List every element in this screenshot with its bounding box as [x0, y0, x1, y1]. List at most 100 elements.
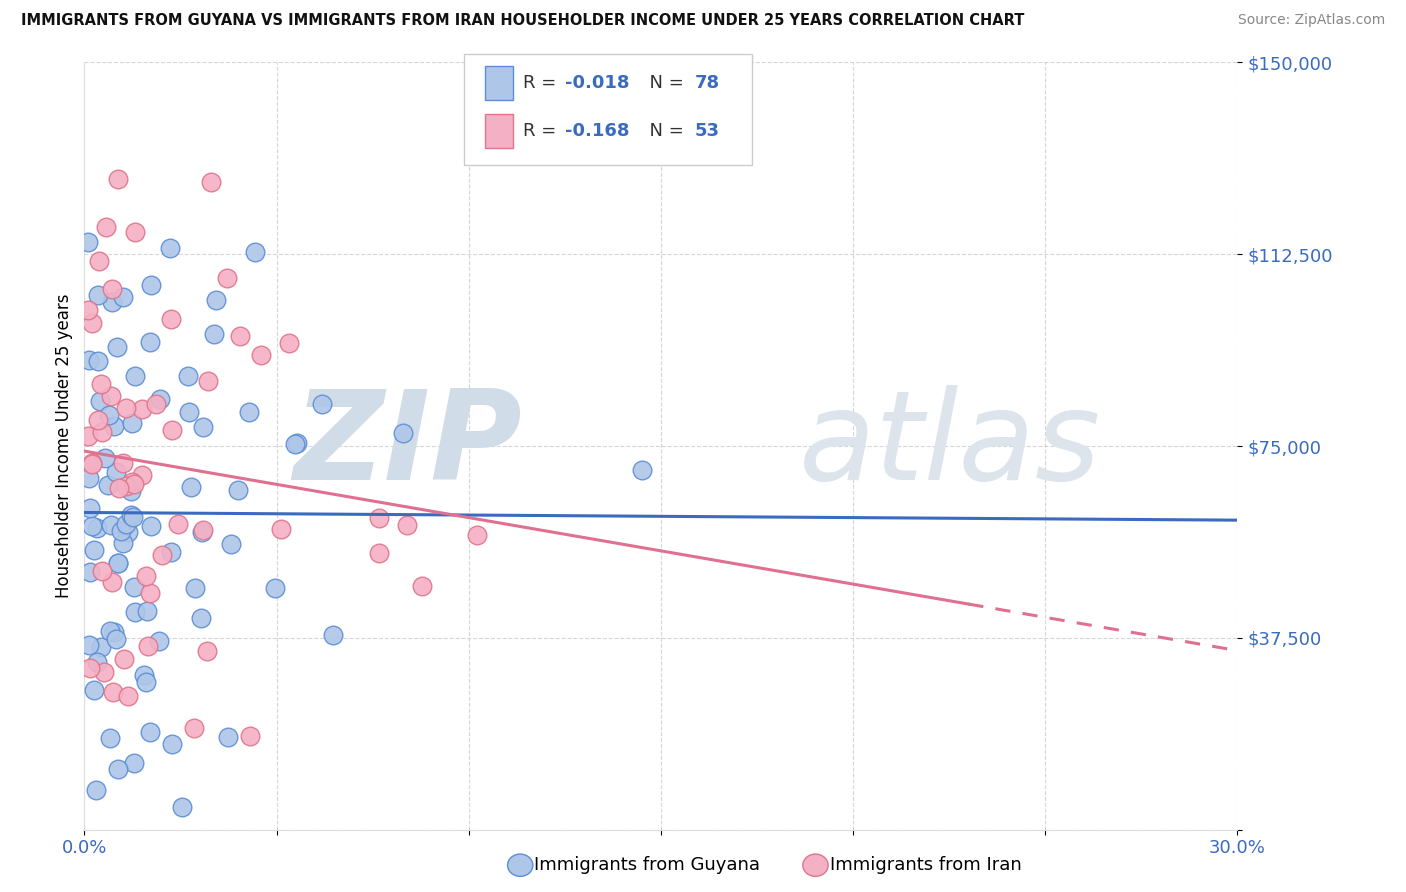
Point [122, 756, 145, 770]
Point [465, 528, 488, 542]
Point [160, 545, 183, 559]
Point [77, 428, 100, 442]
Point [121, 475, 143, 489]
Point [285, 435, 308, 450]
Text: Immigrants from Guyana: Immigrants from Guyana [534, 856, 761, 874]
Text: R =: R = [523, 122, 562, 140]
Point [191, 420, 214, 434]
Point [121, 509, 143, 524]
Point [150, 549, 173, 563]
Point [103, 419, 125, 434]
Point [107, 171, 129, 186]
Point [124, 226, 146, 240]
Point [98, 408, 121, 422]
Point [219, 537, 242, 551]
Text: atlas: atlas [799, 385, 1101, 507]
Point [160, 737, 183, 751]
Point [101, 294, 124, 309]
Point [107, 556, 129, 570]
Point [79, 501, 101, 516]
Point [167, 516, 190, 531]
Point [177, 369, 200, 384]
Point [392, 426, 415, 441]
Point [112, 290, 135, 304]
Point [139, 519, 162, 533]
Point [112, 457, 135, 471]
Text: -0.168: -0.168 [565, 122, 630, 140]
Text: -0.018: -0.018 [565, 74, 630, 92]
Point [83, 683, 105, 698]
Point [124, 605, 146, 619]
Point [82, 457, 104, 471]
Text: 78: 78 [695, 74, 720, 92]
Point [100, 518, 122, 533]
Point [93, 665, 115, 680]
Point [107, 556, 129, 570]
Point [103, 685, 125, 699]
Point [148, 634, 170, 648]
Point [183, 721, 205, 735]
Point [193, 523, 215, 537]
Point [108, 481, 131, 495]
Point [204, 293, 226, 307]
Point [111, 536, 134, 550]
Point [77, 302, 100, 317]
Point [80, 519, 103, 533]
Point [87, 413, 110, 427]
Point [112, 652, 135, 666]
Point [121, 417, 143, 431]
Point [200, 175, 222, 189]
Point [135, 569, 157, 583]
Point [197, 374, 219, 388]
Point [114, 517, 136, 532]
Text: 53: 53 [695, 122, 720, 140]
Point [159, 241, 181, 255]
Point [101, 575, 124, 590]
Point [94, 220, 117, 235]
Point [79, 661, 101, 675]
Point [90, 425, 112, 439]
Point [249, 347, 271, 361]
Y-axis label: Householder Income Under 25 years: Householder Income Under 25 years [55, 293, 73, 599]
Point [77, 235, 100, 249]
Point [100, 389, 122, 403]
Point [90, 640, 112, 654]
Point [115, 479, 138, 493]
Point [122, 477, 145, 491]
Point [104, 632, 127, 646]
Text: Source: ZipAtlas.com: Source: ZipAtlas.com [1237, 13, 1385, 28]
Point [107, 762, 129, 776]
Point [132, 668, 155, 682]
Point [277, 336, 299, 351]
Point [110, 524, 132, 539]
Point [177, 405, 200, 419]
Point [148, 392, 170, 406]
Point [120, 508, 142, 522]
Point [94, 451, 117, 466]
Point [245, 245, 267, 260]
Point [270, 523, 292, 537]
Point [120, 484, 142, 499]
Point [131, 402, 153, 417]
Point [82, 456, 104, 470]
Point [238, 405, 260, 419]
Point [141, 278, 163, 293]
Point [395, 518, 418, 533]
Point [191, 525, 214, 540]
Point [239, 729, 262, 743]
Point [83, 543, 105, 558]
Point [77, 639, 100, 653]
Point [117, 690, 139, 704]
Point [322, 628, 344, 642]
Point [86, 287, 108, 301]
Point [79, 353, 101, 368]
Point [90, 564, 112, 578]
Point [117, 525, 139, 540]
Point [368, 510, 391, 524]
Point [122, 580, 145, 594]
Point [98, 624, 121, 639]
Point [139, 334, 162, 349]
Point [367, 546, 389, 560]
Point [263, 581, 285, 595]
Point [195, 644, 218, 658]
